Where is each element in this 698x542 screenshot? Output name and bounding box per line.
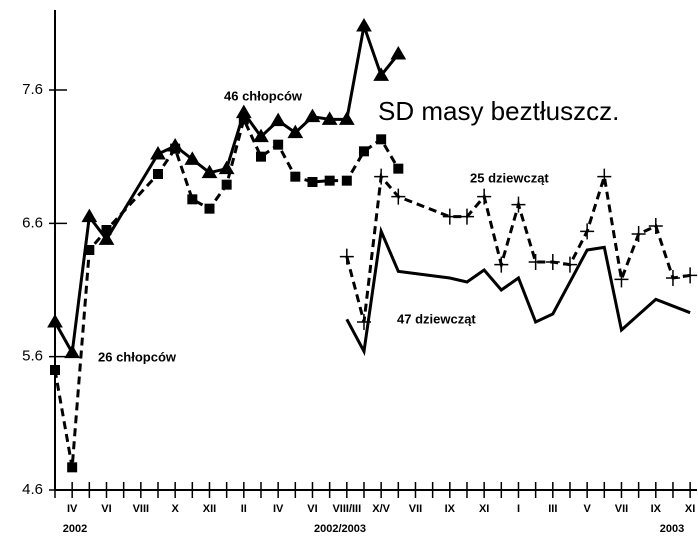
- plus-marker: [528, 254, 543, 270]
- square-marker: [221, 179, 232, 190]
- x-tick-label: XI: [479, 503, 489, 515]
- triangle-marker: [47, 314, 63, 328]
- square-marker: [376, 134, 387, 145]
- x-tick-label: VII: [409, 503, 422, 515]
- series-label: 47 dziewcząt: [397, 311, 476, 326]
- plus-marker: [339, 248, 354, 265]
- triangle-marker: [338, 111, 355, 125]
- plus-marker: [597, 168, 612, 185]
- plus-marker: [683, 267, 698, 284]
- plus-marker: [391, 188, 406, 205]
- triangle-marker: [304, 108, 321, 123]
- square-marker: [324, 175, 335, 186]
- triangle-marker: [356, 18, 372, 32]
- square-marker: [204, 203, 215, 214]
- plus-marker: [648, 218, 663, 234]
- triangle-marker: [390, 46, 407, 60]
- square-marker: [170, 143, 181, 154]
- plus-marker: [477, 188, 492, 205]
- square-marker: [358, 146, 369, 157]
- square-marker: [101, 225, 112, 235]
- plus-marker: [580, 223, 595, 240]
- plus-marker: [562, 256, 577, 273]
- plus-marker: [459, 208, 474, 225]
- x-tick-label: VI: [101, 503, 111, 515]
- square-marker: [341, 175, 352, 186]
- plus-marker: [511, 196, 526, 213]
- series-label: 25 dziewcząt: [470, 170, 549, 185]
- series-label: 26 chłopców: [98, 349, 177, 364]
- x-tick-label: VIII/III: [332, 503, 361, 515]
- plus-marker: [374, 168, 389, 185]
- triangle-marker: [184, 151, 201, 165]
- year-label: 2003: [660, 523, 684, 535]
- x-tick-label: IV: [67, 503, 78, 515]
- series-line: [345, 225, 691, 357]
- triangle-marker: [150, 146, 166, 160]
- square-marker: [290, 171, 301, 182]
- x-tick-label: IX: [651, 503, 662, 515]
- square-marker: [152, 169, 163, 179]
- square-marker: [84, 245, 95, 255]
- plus-marker: [631, 226, 646, 242]
- x-tick-label: VIII: [133, 503, 150, 515]
- triangle-marker: [201, 164, 218, 179]
- square-marker: [393, 163, 404, 174]
- year-label: 2002: [63, 523, 87, 535]
- x-tick-label: VI: [307, 503, 317, 515]
- x-tick-label: VII: [615, 503, 628, 515]
- triangle-marker: [270, 112, 287, 127]
- triangle-marker: [321, 111, 338, 125]
- plus-marker: [665, 270, 680, 286]
- triangle-marker: [253, 128, 269, 143]
- y-tick-label: 6.6: [22, 214, 43, 231]
- chart-title: SD masy beztłuszcz.: [378, 96, 619, 126]
- square-marker: [273, 139, 284, 150]
- x-tick-label: X/V: [372, 503, 390, 515]
- y-tick-label: 7.6: [22, 81, 43, 98]
- plus-marker: [442, 208, 457, 225]
- x-tick-label: XII: [203, 503, 216, 515]
- y-tick-label: 4.6: [22, 481, 43, 498]
- x-tick-label: XI: [685, 503, 695, 515]
- plus-marker: [545, 254, 560, 270]
- plus-marker: [494, 256, 509, 273]
- x-tick-label: IV: [273, 503, 284, 515]
- x-tick-label: III: [548, 503, 557, 515]
- square-marker: [50, 365, 60, 375]
- y-tick-label: 5.6: [22, 348, 43, 365]
- triangle-marker: [81, 208, 98, 223]
- triangle-marker: [64, 344, 81, 359]
- year-label: 2002/2003: [314, 523, 366, 535]
- square-marker: [307, 177, 318, 187]
- square-marker: [255, 151, 266, 162]
- series-label: 46 chłopców: [224, 88, 303, 103]
- triangle-marker: [287, 124, 304, 139]
- x-tick-label: II: [241, 503, 247, 515]
- x-tick-label: V: [583, 503, 591, 515]
- square-marker: [238, 114, 249, 125]
- triangle-marker: [98, 231, 115, 245]
- square-marker: [187, 194, 198, 205]
- x-tick-label: I: [517, 503, 520, 515]
- plus-marker: [614, 271, 629, 288]
- triangle-marker: [373, 67, 390, 81]
- x-tick-label: IX: [445, 503, 456, 515]
- x-tick-label: X: [171, 503, 179, 515]
- square-marker: [67, 462, 78, 473]
